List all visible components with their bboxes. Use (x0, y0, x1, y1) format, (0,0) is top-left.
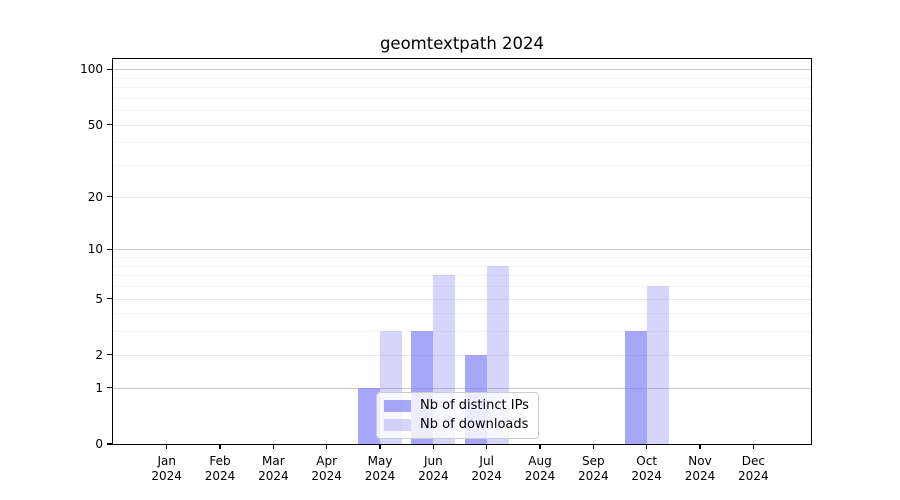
x-axis-tick (645, 444, 648, 449)
x-axis-tick-label: Dec 2024 (738, 454, 769, 483)
x-axis-tick (166, 444, 168, 449)
x-axis-tick (752, 444, 755, 449)
x-axis-tick (592, 444, 595, 449)
y-axis-tick-label: 10 (87, 242, 103, 257)
plot-area: Nb of distinct IPs Nb of downloads 0 1 2 5 10… (80, 58, 812, 483)
x-axis-tick (325, 444, 328, 449)
y-axis-tick (106, 196, 112, 198)
y-axis-tick-label: 0 (95, 437, 103, 451)
y-axis-tick (106, 354, 112, 356)
y-axis-tick (106, 387, 112, 389)
y-axis-tick-label: 2 (95, 347, 103, 362)
x-axis-tick (699, 444, 701, 449)
gridline-major (113, 387, 811, 389)
x-axis-tick-label: Mar 2024 (258, 454, 289, 483)
gridline-major (113, 196, 811, 198)
bar-nb-of-distinct-ips (624, 331, 647, 444)
x-axis-tick (485, 444, 488, 449)
y-axis-tick (106, 297, 112, 300)
gridline-minor (113, 257, 811, 259)
y-axis-tick-label: 20 (87, 189, 103, 204)
gridline-major (113, 249, 811, 251)
x-axis-tick-label: Jul 2024 (471, 454, 502, 483)
y-axis-tick (106, 443, 112, 445)
x-axis-tick (219, 444, 221, 449)
y-axis-tick (106, 248, 112, 250)
gridline-minor (113, 165, 811, 167)
legend-item: Nb of downloads (384, 417, 529, 433)
gridline-minor (113, 331, 811, 333)
x-axis-tick-label: Oct 2024 (631, 454, 662, 483)
x-axis-tick (272, 444, 275, 449)
gridline-major (113, 354, 811, 356)
gridline-minor (113, 77, 811, 79)
x-axis-tick-label: Feb 2024 (204, 454, 236, 483)
x-axis-tick-label: Jan 2024 (151, 454, 182, 483)
y-axis-tick (106, 124, 112, 126)
legend-label: Nb of downloads (420, 417, 529, 432)
gridline-minor (113, 285, 811, 287)
gridline-minor (113, 265, 811, 267)
gridline-minor (113, 275, 811, 277)
gridline-major (113, 124, 811, 126)
x-axis-tick-label: Sep 2024 (578, 454, 609, 483)
legend-label: Nb of distinct IPs (420, 398, 529, 413)
y-axis-tick-label: 100 (80, 62, 103, 77)
gridline-minor (113, 313, 811, 315)
gridline-minor (113, 110, 811, 112)
bar-nb-of-downloads (646, 285, 669, 444)
x-axis-tick (432, 444, 435, 449)
x-axis-tick-label: Nov 2024 (684, 454, 716, 483)
y-axis-tick-label: 50 (87, 117, 103, 132)
x-axis-tick-label: Aug 2024 (524, 454, 556, 483)
legend: Nb of distinct IPs Nb of downloads (376, 392, 539, 439)
x-axis-tick-label: May 2024 (364, 454, 396, 483)
gridline-minor (113, 87, 811, 89)
chart-title: geomtextpath 2024 (379, 34, 545, 53)
y-axis-tick-label: 1 (95, 380, 103, 395)
x-axis-tick-label: Jun 2024 (418, 454, 449, 483)
legend-swatch-icon (384, 400, 411, 412)
x-axis-tick (379, 444, 381, 449)
y-axis-tick (106, 68, 112, 70)
gridline-minor (113, 97, 811, 99)
gridline-major (113, 298, 811, 300)
x-axis-tick (539, 444, 541, 449)
legend-swatch-icon (384, 419, 411, 431)
x-axis-tick-label: Apr 2024 (311, 454, 342, 483)
gridline-major (113, 69, 811, 71)
legend-item: Nb of distinct IPs (384, 398, 529, 414)
y-axis-tick-label: 5 (95, 291, 103, 306)
gridline-minor (113, 142, 811, 144)
bar-nb-of-distinct-ips (358, 387, 381, 444)
